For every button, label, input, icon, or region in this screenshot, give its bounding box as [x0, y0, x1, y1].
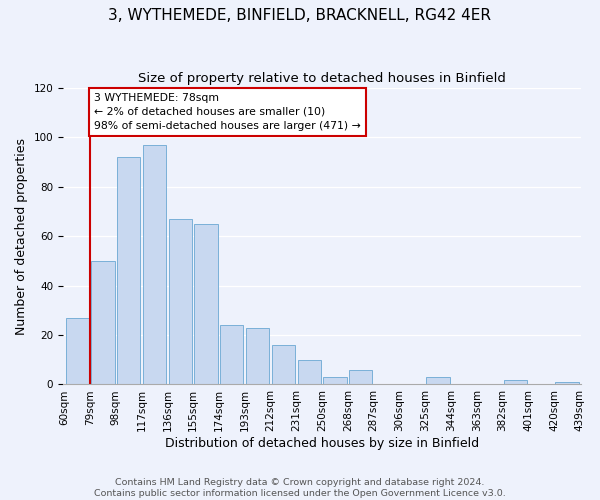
Bar — [143, 145, 166, 384]
Bar — [246, 328, 269, 384]
Bar — [117, 157, 140, 384]
Y-axis label: Number of detached properties: Number of detached properties — [15, 138, 28, 335]
Title: Size of property relative to detached houses in Binfield: Size of property relative to detached ho… — [138, 72, 506, 86]
Text: Contains HM Land Registry data © Crown copyright and database right 2024.
Contai: Contains HM Land Registry data © Crown c… — [94, 478, 506, 498]
Bar — [194, 224, 218, 384]
Bar — [323, 377, 347, 384]
X-axis label: Distribution of detached houses by size in Binfield: Distribution of detached houses by size … — [165, 437, 479, 450]
Bar — [91, 261, 115, 384]
Bar — [349, 370, 373, 384]
Bar — [298, 360, 321, 384]
Bar — [504, 380, 527, 384]
Text: 3, WYTHEMEDE, BINFIELD, BRACKNELL, RG42 4ER: 3, WYTHEMEDE, BINFIELD, BRACKNELL, RG42 … — [109, 8, 491, 22]
Bar — [65, 318, 89, 384]
Bar — [220, 325, 244, 384]
Bar — [556, 382, 578, 384]
Text: 3 WYTHEMEDE: 78sqm
← 2% of detached houses are smaller (10)
98% of semi-detached: 3 WYTHEMEDE: 78sqm ← 2% of detached hous… — [94, 93, 361, 131]
Bar — [427, 377, 449, 384]
Bar — [169, 219, 192, 384]
Bar — [272, 345, 295, 385]
